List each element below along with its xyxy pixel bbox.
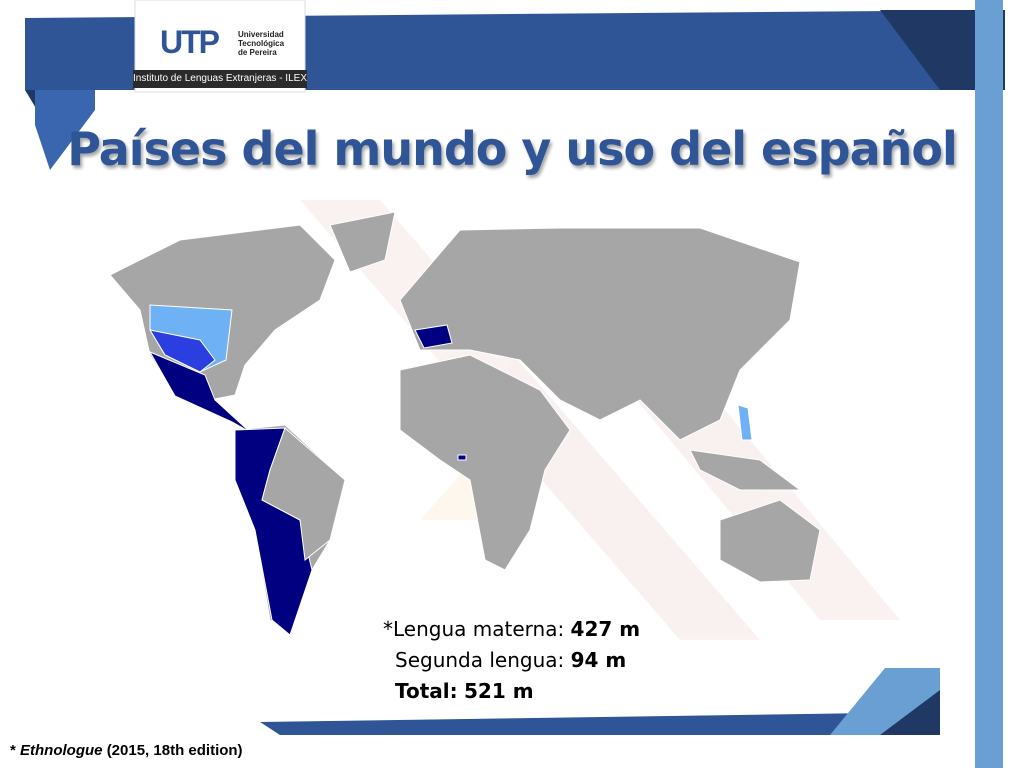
stat-line: Total: 521 m xyxy=(383,676,640,707)
stat-label: Total: xyxy=(395,679,458,703)
institute: Instituto de Lenguas Extranjeras - ILEX xyxy=(133,70,307,88)
stat-label: *Lengua materna: xyxy=(383,617,565,641)
stat-value: 427 m xyxy=(570,617,641,641)
side-bar xyxy=(975,0,1003,768)
stat-label: Segunda lengua: xyxy=(395,648,565,672)
header-accent xyxy=(880,10,1005,90)
logo-name: Universidad Tecnológica de Pereira xyxy=(238,30,284,57)
stat-line: Segunda lengua: 94 m xyxy=(383,645,640,676)
footnote: * Ethnologue (2015, 18th edition) xyxy=(10,742,243,759)
indonesia xyxy=(689,449,802,491)
eurasia xyxy=(399,227,801,441)
logo-line: de Pereira xyxy=(238,48,277,57)
equatorial-guinea xyxy=(457,454,467,461)
usa-spanish-high xyxy=(148,329,216,373)
stat-value: 94 m xyxy=(570,648,627,672)
footnote-detail: (2015, 18th edition) xyxy=(106,742,243,759)
slide-title: Países del mundo y uso del español xyxy=(67,122,957,176)
ribbon xyxy=(35,90,95,170)
africa xyxy=(399,354,571,571)
philippines xyxy=(737,404,753,441)
bottom-bar xyxy=(260,712,940,735)
australia xyxy=(719,499,821,583)
greenland xyxy=(329,211,396,273)
stat-line: *Lengua materna: 427 m xyxy=(383,614,640,645)
stats: *Lengua materna: 427 m Segunda lengua: 9… xyxy=(383,614,640,707)
spain xyxy=(414,324,453,349)
brazil xyxy=(261,427,346,561)
footnote-marker: * xyxy=(10,742,16,759)
footnote-source: Ethnologue xyxy=(20,742,103,759)
logo-line: Tecnológica xyxy=(238,39,285,48)
stat-value: 521 m xyxy=(464,679,534,703)
logo-line: Universidad xyxy=(238,30,284,39)
world-map xyxy=(109,211,821,636)
logo-mark: UTP xyxy=(160,24,220,60)
bottom-triangle-dark xyxy=(880,690,940,735)
